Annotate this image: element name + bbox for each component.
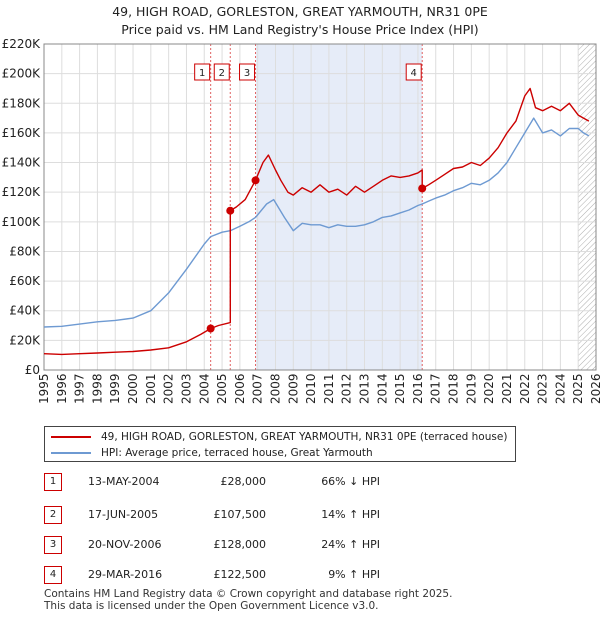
x-tick-label: 2010 [304, 373, 318, 404]
sale-hpi-diff: 9% ↑ HPI [328, 568, 380, 581]
sale-number-badge: 1 [44, 473, 62, 491]
sale-hpi-diff: 14% ↑ HPI [321, 508, 380, 521]
sale-date: 20-NOV-2006 [88, 538, 162, 551]
x-tick-label: 2015 [393, 373, 407, 404]
sale-price: £28,000 [220, 475, 267, 488]
x-tick-label: 2024 [553, 373, 567, 404]
x-tick-label: 1999 [108, 373, 122, 404]
x-tick-label: 2007 [251, 373, 265, 404]
sale-label-box [213, 63, 230, 81]
x-tick-label: 2011 [322, 373, 336, 404]
sale-date: 13-MAY-2004 [88, 475, 160, 488]
y-tick-label: £180K [2, 96, 42, 110]
y-tick-label: £160K [2, 126, 42, 140]
sale-number-badge: 2 [44, 506, 62, 524]
x-tick-label: 2018 [447, 373, 461, 404]
sale-label: 4 [411, 68, 417, 79]
footer-license: This data is licensed under the Open Gov… [44, 600, 379, 612]
sale-hpi-diff: 66% ↓ HPI [321, 475, 380, 488]
legend-swatch-hpi [51, 452, 91, 454]
hpi-line [43, 117, 590, 328]
x-tick-label: 2001 [144, 373, 158, 404]
y-tick-label: £60K [9, 274, 41, 288]
forecast-hatch [578, 44, 596, 370]
x-tick-label: 2003 [179, 373, 193, 404]
table-row: 4 29-MAR-2016 £122,500 9% ↑ HPI [44, 566, 404, 586]
x-tick-label: 2005 [215, 373, 229, 404]
x-tick-label: 2000 [126, 373, 140, 404]
sale-label: 2 [219, 68, 225, 79]
sale-date: 29-MAR-2016 [88, 568, 163, 581]
x-tick-label: 2020 [482, 373, 496, 404]
ownership-shade [255, 44, 423, 370]
y-tick-label: £0 [25, 363, 40, 377]
sale-point [226, 206, 235, 215]
legend-item-hpi: HPI: Average price, terraced house, Grea… [51, 445, 373, 461]
legend-swatch-property [51, 436, 91, 438]
chart-title: 49, HIGH ROAD, GORLESTON, GREAT YARMOUTH… [112, 4, 488, 19]
x-tick-label: 2022 [518, 373, 532, 404]
legend-label-hpi: HPI: Average price, terraced house, Grea… [101, 447, 373, 459]
y-tick-label: £100K [2, 215, 42, 229]
sale-hpi-diff: 24% ↑ HPI [321, 538, 380, 551]
table-row: 3 20-NOV-2006 £128,000 24% ↑ HPI [44, 536, 404, 556]
sale-label: 3 [244, 68, 250, 79]
x-tick-label: 1995 [37, 373, 51, 404]
legend: 49, HIGH ROAD, GORLESTON, GREAT YARMOUTH… [44, 426, 516, 462]
x-tick-label: 1998 [90, 373, 104, 404]
x-tick-label: 2008 [268, 373, 282, 404]
y-tick-label: £80K [9, 244, 41, 258]
x-tick-label: 2012 [340, 373, 354, 404]
x-tick-label: 2023 [536, 373, 550, 404]
table-row: 2 17-JUN-2005 £107,500 14% ↑ HPI [44, 506, 404, 526]
x-tick-label: 2013 [358, 373, 372, 404]
y-tick-label: £120K [2, 185, 42, 199]
y-tick-label: £220K [2, 37, 42, 51]
price-chart: 1 2 3 4 £0 £20K £40K £60K £80K £100K £120K £140K £16… [2, 37, 600, 404]
sale-label-box [194, 63, 211, 81]
x-tick-label: 2016 [411, 373, 425, 404]
sale-label-box [405, 63, 422, 81]
x-tick-label: 1997 [73, 373, 87, 404]
x-tick-label: 1996 [55, 373, 69, 404]
footer: Contains HM Land Registry data © Crown c… [44, 588, 452, 612]
x-tick-label: 2025 [571, 373, 585, 404]
x-tick-label: 2017 [429, 373, 443, 404]
y-tick-label: £140K [2, 156, 42, 170]
x-tick-label: 2014 [375, 373, 389, 404]
sale-label-box [239, 63, 256, 81]
legend-label-property: 49, HIGH ROAD, GORLESTON, GREAT YARMOUTH… [101, 431, 508, 443]
x-tick-label: 2026 [589, 373, 600, 404]
x-tick-label: 2002 [162, 373, 176, 404]
y-tick-label: £20K [9, 333, 41, 347]
y-tick-label: £200K [2, 67, 42, 81]
plot-border [43, 43, 597, 371]
sale-point [418, 184, 427, 193]
y-tick-label: £40K [9, 304, 41, 318]
sale-number-badge: 3 [44, 536, 62, 554]
x-tick-label: 2004 [197, 373, 211, 404]
chart-subtitle: Price paid vs. HM Land Registry's House … [121, 22, 479, 37]
sale-price: £128,000 [213, 538, 267, 551]
x-tick-label: 2006 [233, 373, 247, 404]
x-tick-label: 2019 [464, 373, 478, 404]
x-tick-label: 2021 [500, 373, 514, 404]
sale-price: £122,500 [213, 568, 267, 581]
table-row: 1 13-MAY-2004 £28,000 66% ↓ HPI [44, 473, 404, 493]
legend-item-property: 49, HIGH ROAD, GORLESTON, GREAT YARMOUTH… [51, 429, 507, 445]
sale-price: £107,500 [213, 508, 267, 521]
x-tick-label: 2009 [286, 373, 300, 404]
sale-number-badge: 4 [44, 566, 62, 584]
footer-copyright: Contains HM Land Registry data © Crown c… [44, 588, 453, 600]
sale-point [251, 176, 260, 185]
sale-label: 1 [199, 68, 205, 79]
sale-date: 17-JUN-2005 [88, 508, 159, 521]
sale-point [206, 324, 215, 333]
